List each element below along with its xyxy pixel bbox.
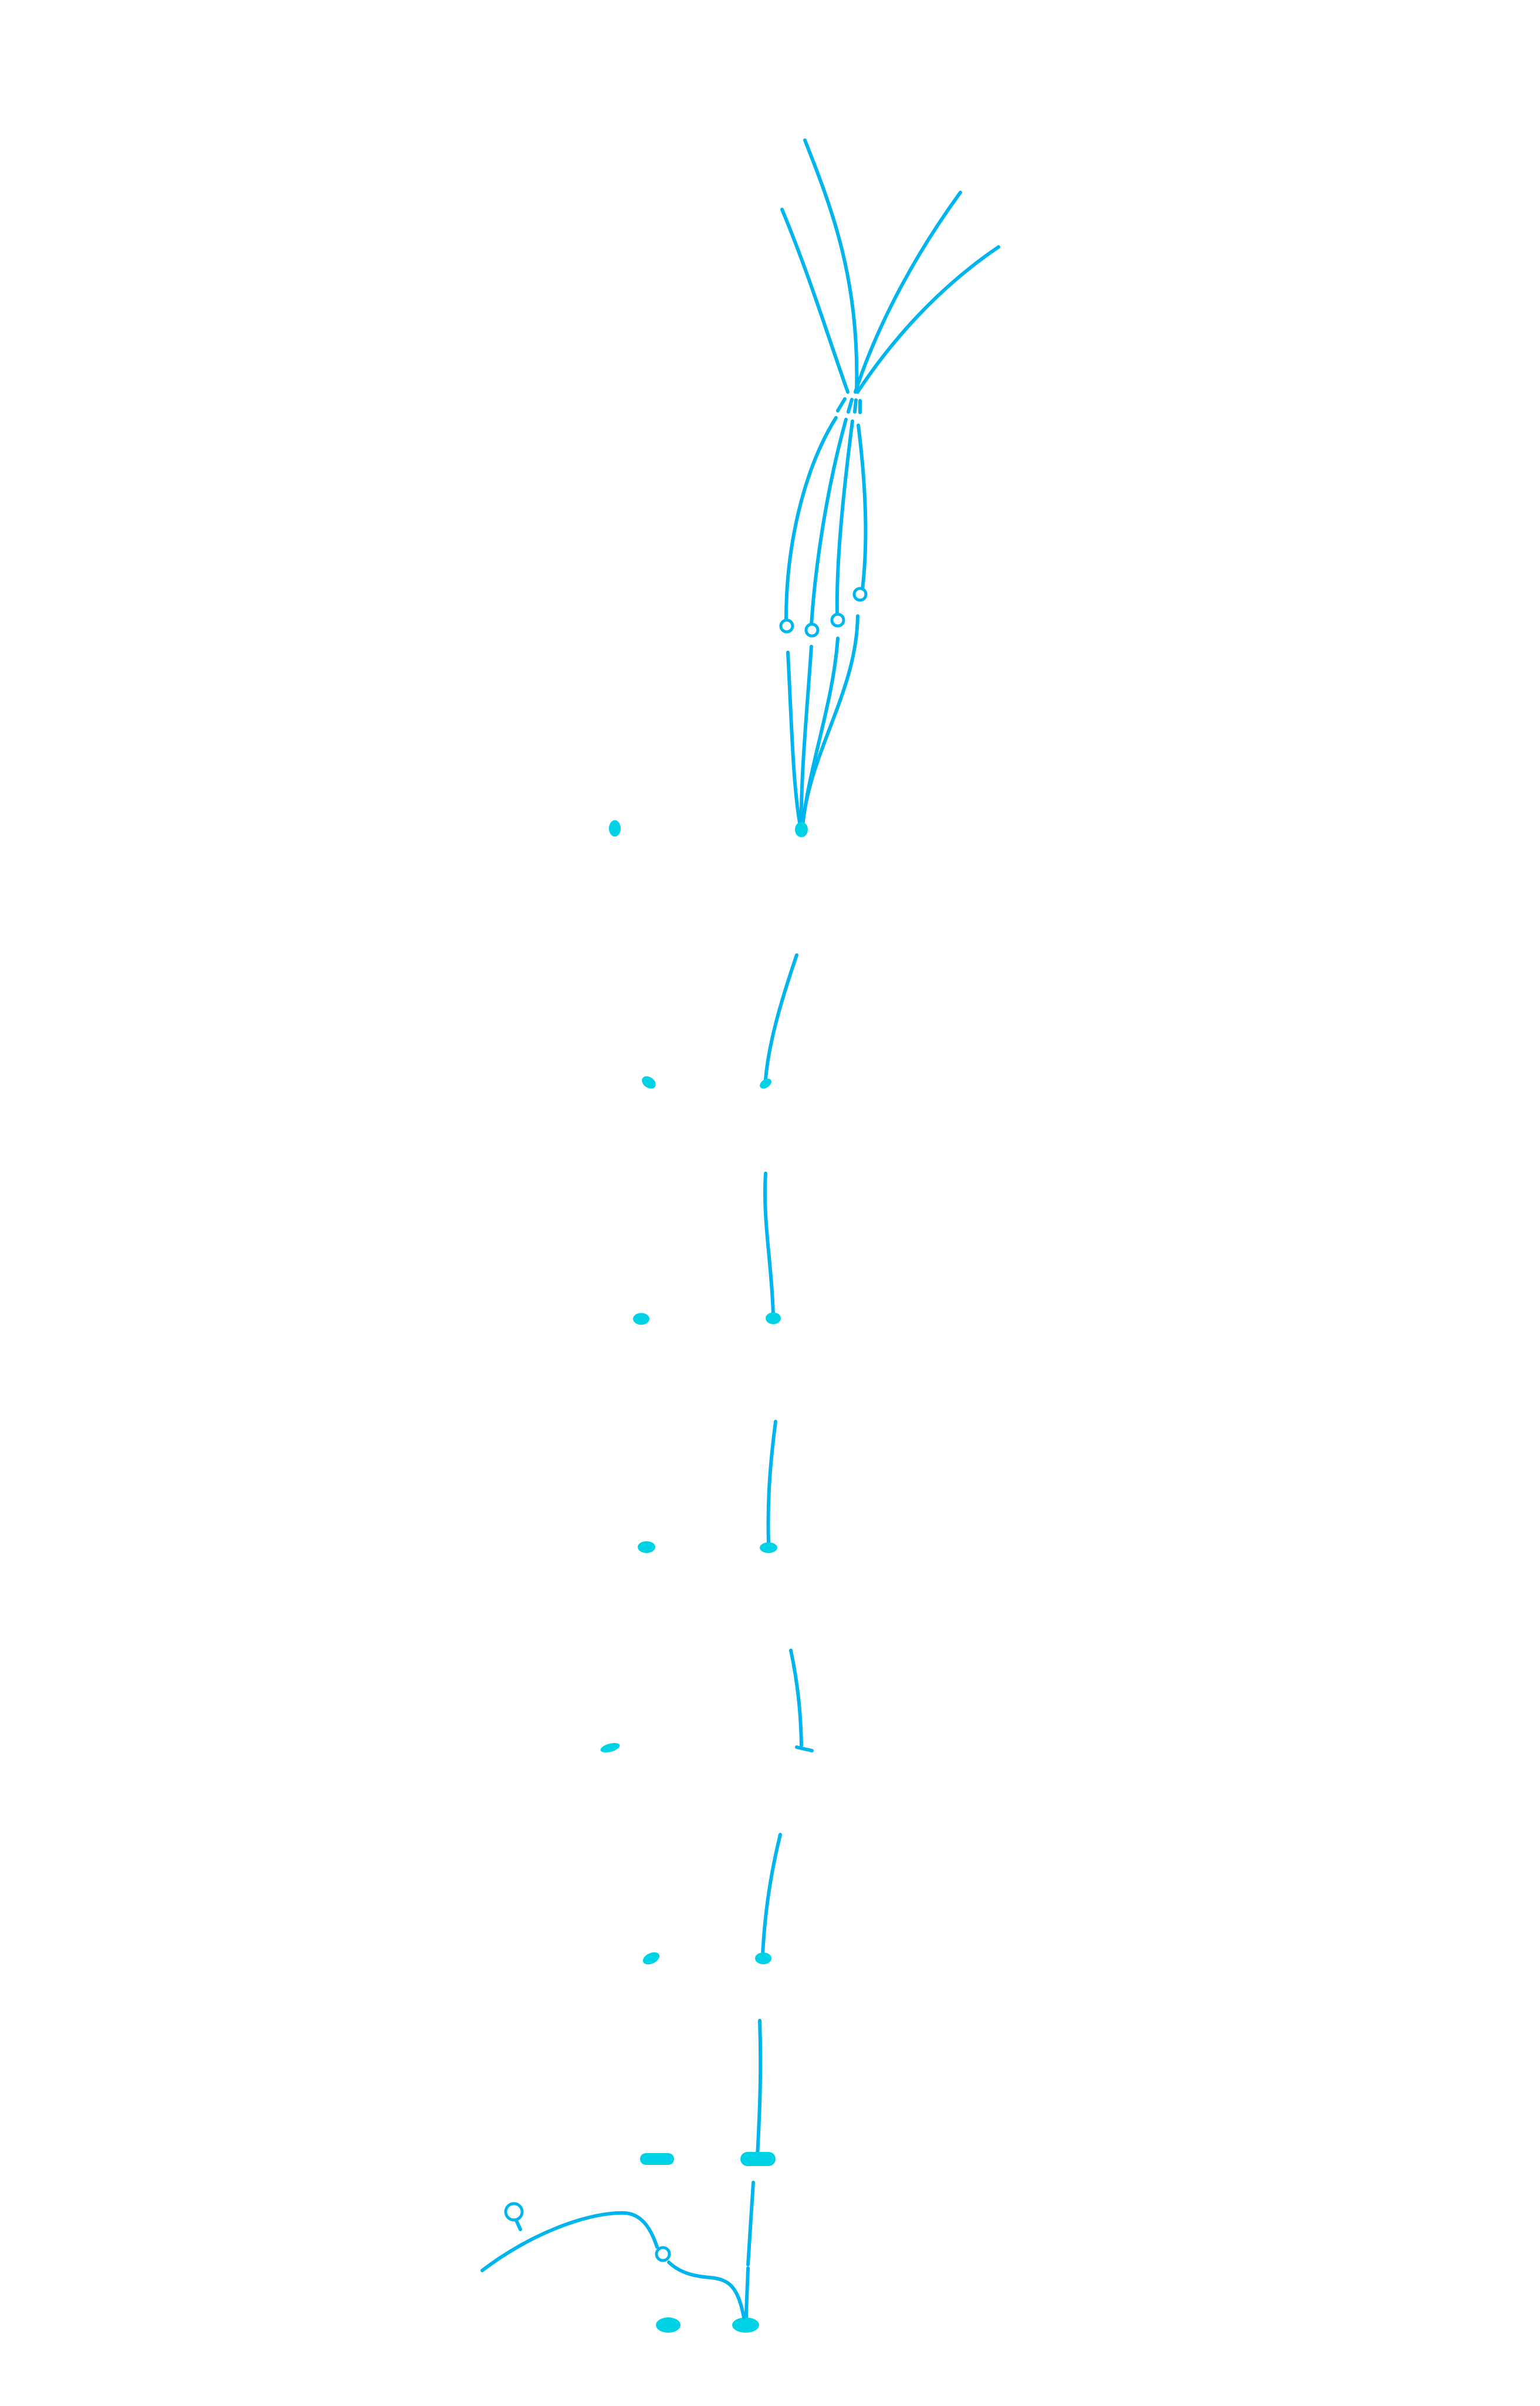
segment-1-tip	[760, 1078, 771, 1089]
left-column-dots	[600, 820, 681, 2333]
fan-tip-dot	[795, 822, 808, 837]
right-column-segments	[732, 953, 814, 2333]
break-mark-3	[853, 398, 858, 414]
left-dot-2	[642, 1076, 656, 1089]
segment-1	[764, 953, 798, 1081]
node-circle-1	[779, 618, 794, 634]
segment-4	[789, 1649, 803, 1747]
left-dot-4	[638, 1541, 655, 1553]
fan-stroke-1	[803, 138, 859, 394]
upper-stroke-4	[857, 424, 868, 591]
upper-stroke-1	[784, 416, 838, 621]
segment-5	[761, 1833, 782, 1957]
left-dot-8	[656, 2317, 681, 2333]
left-dot-3	[633, 1313, 649, 1325]
bottom-node-circle-2	[655, 2246, 671, 2262]
bottom-arc-tail	[667, 2261, 746, 2319]
segment-7-tip	[732, 2317, 759, 2333]
break-mark-1	[836, 397, 847, 412]
segment-3-tip	[760, 1542, 777, 1553]
segment-5-tip	[755, 1952, 771, 1964]
segment-2-tip	[766, 1312, 781, 1324]
fan-stroke-4	[856, 245, 1000, 394]
node-circle-2	[804, 622, 820, 638]
left-dash-7	[640, 2153, 674, 2165]
lower-stroke-2	[799, 645, 813, 828]
segment-2	[763, 1172, 775, 1316]
break-mark-2	[847, 398, 854, 414]
segment-7	[746, 2181, 755, 2266]
lower-stroke-4	[801, 614, 859, 828]
top-fan-strokes	[779, 138, 1000, 837]
segment-6-tip	[740, 2152, 776, 2166]
segment-6	[756, 2019, 763, 2158]
fan-stroke-2	[780, 208, 849, 394]
segment-3	[766, 1420, 777, 1545]
segment-4-tip	[795, 1745, 814, 1752]
segment-7-lower	[744, 2266, 750, 2319]
left-dot-5	[600, 1742, 620, 1753]
bottom-arc	[480, 2211, 659, 2272]
node-circle-4	[852, 587, 868, 602]
node-circle-3	[830, 613, 845, 628]
left-dot-1	[609, 820, 621, 837]
bottom-node-circle-1	[504, 2202, 524, 2222]
left-dot-6	[642, 1952, 660, 1965]
bottom-branch	[480, 2202, 746, 2319]
upper-stroke-2	[810, 418, 848, 627]
lower-stroke-1	[786, 651, 802, 828]
upper-stroke-3	[835, 419, 854, 618]
fan-stroke-3	[854, 191, 962, 394]
